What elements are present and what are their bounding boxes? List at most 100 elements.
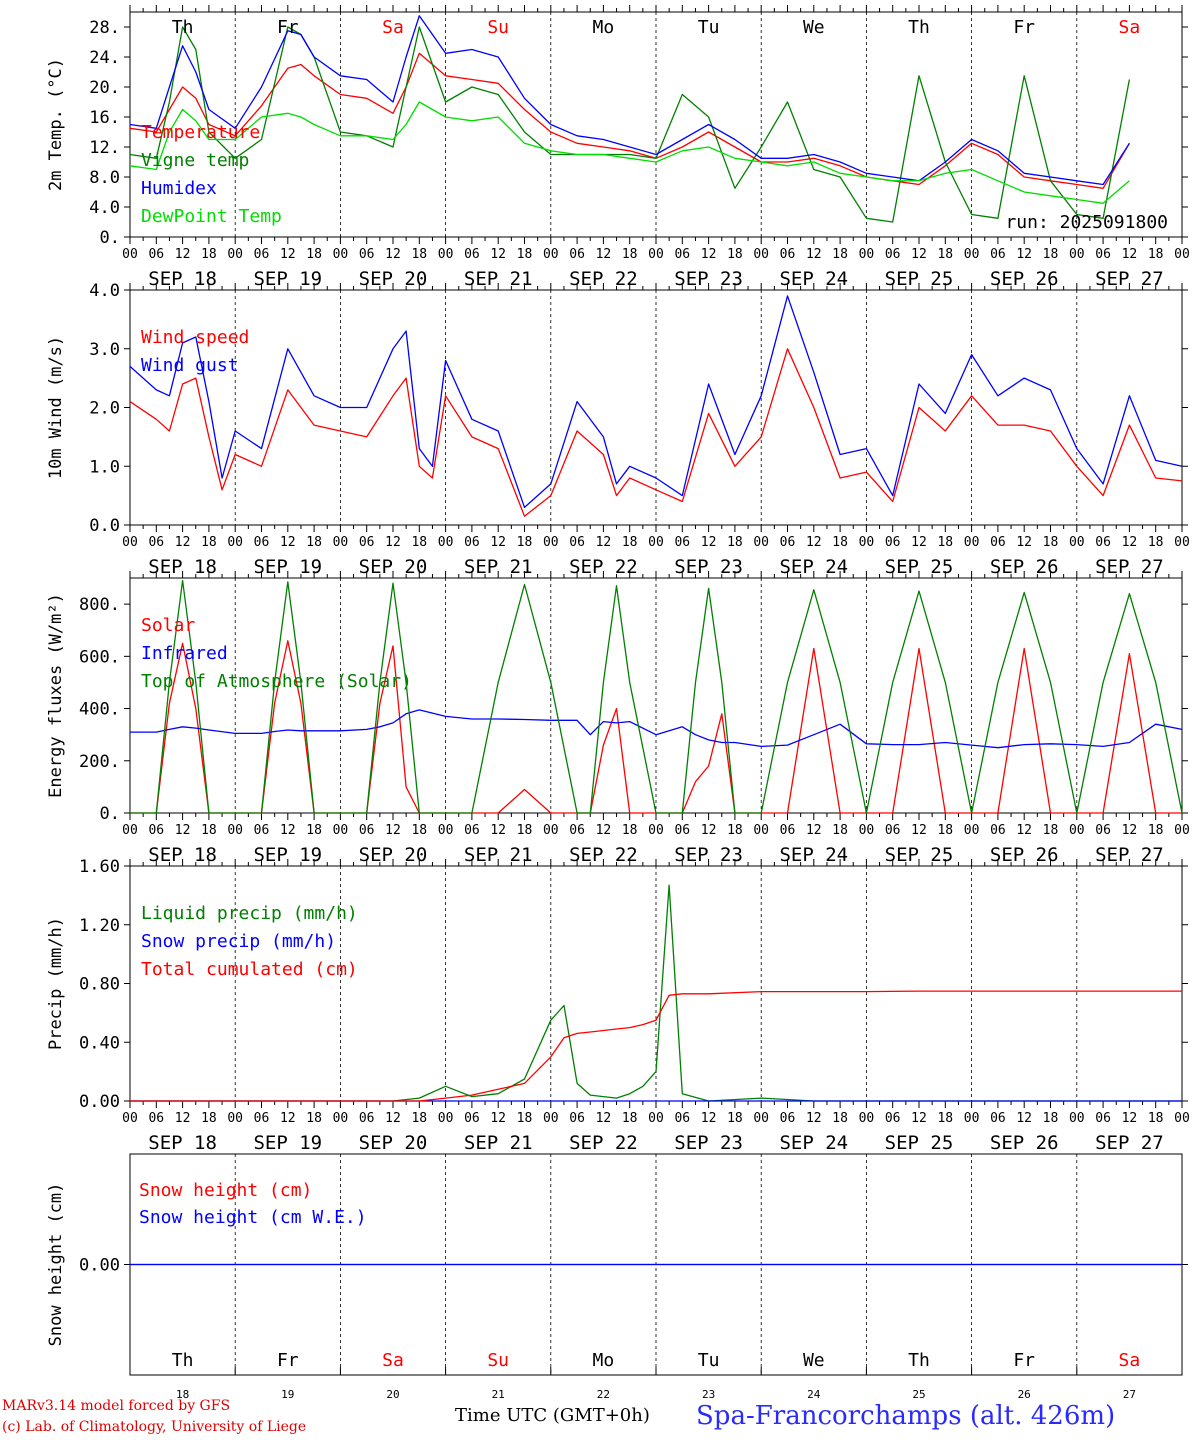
day-number-label: 23: [702, 1388, 715, 1401]
legend-entry: Wind gust: [141, 355, 239, 376]
date-label: SEP 19: [253, 556, 322, 578]
weekday-label: Fr: [277, 1350, 299, 1371]
panel-4: [124, 859, 1188, 1108]
hour-tick-label: 12: [596, 247, 612, 262]
hour-tick-label: 06: [885, 1111, 901, 1126]
date-label: SEP 25: [885, 844, 954, 866]
weekday-label: Sa: [1119, 17, 1141, 38]
hour-tick-label: 12: [1122, 247, 1138, 262]
day-number-label: 18: [176, 1388, 189, 1401]
hour-tick-label: 12: [280, 247, 296, 262]
y-tick-label: 0.: [100, 804, 120, 824]
date-label: SEP 21: [464, 844, 533, 866]
hour-tick-label: 18: [622, 247, 638, 262]
hour-tick-label: 12: [490, 1111, 506, 1126]
date-label: SEP 26: [990, 556, 1059, 578]
hour-tick-label: 00: [543, 535, 559, 550]
hour-tick-label: 12: [701, 247, 717, 262]
hour-tick-label: 12: [1016, 535, 1032, 550]
hour-tick-label: 18: [517, 823, 533, 838]
hour-tick-label: 12: [911, 247, 927, 262]
legend-entry: Snow height (cm W.E.): [139, 1207, 367, 1228]
panel-5: [124, 1153, 1188, 1376]
hour-tick-label: 00: [438, 823, 454, 838]
date-label: SEP 27: [1095, 556, 1164, 578]
series-line-temperature: [129, 52, 1130, 189]
hour-tick-label: 00: [438, 1111, 454, 1126]
date-label: SEP 23: [674, 268, 743, 290]
weekday-label: Th: [908, 1350, 930, 1371]
hour-tick-label: 12: [1016, 1111, 1032, 1126]
hour-tick-label: 06: [674, 1111, 690, 1126]
hour-tick-label: 18: [411, 823, 427, 838]
hour-tick-label: 12: [806, 1111, 822, 1126]
hour-tick-label: 18: [1043, 823, 1059, 838]
hour-tick-label: 06: [1095, 1111, 1111, 1126]
hour-tick-label: 12: [911, 1111, 927, 1126]
hour-tick-label: 06: [359, 535, 375, 550]
legend-entry: Liquid precip (mm/h): [141, 903, 358, 924]
weekday-label: Th: [908, 17, 930, 38]
date-label: SEP 19: [253, 844, 322, 866]
weekday-label: Th: [172, 1350, 194, 1371]
hour-tick-label: 00: [648, 535, 664, 550]
hour-tick-label: 06: [780, 247, 796, 262]
hour-tick-label: 00: [333, 247, 349, 262]
hour-tick-label: 18: [411, 535, 427, 550]
hour-tick-label: 18: [832, 1111, 848, 1126]
y-tick-label: 8.0: [89, 168, 120, 188]
day-number-label: 26: [1018, 1388, 1031, 1401]
hour-tick-label: 06: [1095, 247, 1111, 262]
date-label: SEP 18: [148, 556, 217, 578]
weekday-label: Sa: [1119, 1350, 1141, 1371]
hour-tick-label: 12: [490, 535, 506, 550]
hour-tick-label: 06: [148, 1111, 164, 1126]
date-label: SEP 23: [674, 1132, 743, 1154]
y-tick-label: 2.0: [89, 399, 120, 419]
hour-tick-label: 12: [280, 535, 296, 550]
hour-tick-label: 12: [175, 535, 191, 550]
weekday-label: Su: [487, 1350, 509, 1371]
series-line-solar: [130, 640, 1182, 814]
date-label: SEP 20: [359, 844, 428, 866]
hour-tick-label: 18: [306, 535, 322, 550]
hour-tick-label: 00: [964, 247, 980, 262]
hour-tick-label: 00: [859, 535, 875, 550]
y-axis-label: Energy fluxes (W/m²): [46, 593, 66, 798]
hour-tick-label: 00: [333, 1111, 349, 1126]
hour-tick-label: 00: [333, 823, 349, 838]
hour-tick-label: 00: [1069, 823, 1085, 838]
hour-tick-label: 06: [885, 823, 901, 838]
hour-tick-label: 18: [517, 1111, 533, 1126]
hour-tick-label: 00: [438, 535, 454, 550]
hour-tick-label: 00: [648, 823, 664, 838]
hour-tick-label: 06: [569, 1111, 585, 1126]
weekday-label: Su: [487, 17, 509, 38]
hour-tick-label: 12: [806, 823, 822, 838]
hour-tick-label: 00: [1069, 1111, 1085, 1126]
hour-tick-label: 00: [964, 535, 980, 550]
hour-tick-label: 12: [175, 1111, 191, 1126]
hour-tick-label: 12: [385, 1111, 401, 1126]
hour-tick-label: 18: [832, 823, 848, 838]
panel-1: [124, 5, 1188, 244]
y-tick-label: 0.: [100, 228, 120, 248]
hour-tick-label: 06: [674, 247, 690, 262]
date-label: SEP 24: [779, 556, 848, 578]
day-number-label: 24: [807, 1388, 821, 1401]
hour-tick-label: 06: [990, 823, 1006, 838]
hour-tick-label: 00: [753, 535, 769, 550]
hour-tick-label: 18: [622, 1111, 638, 1126]
series-line-infrared: [130, 709, 1183, 749]
hour-tick-label: 12: [806, 247, 822, 262]
panel-2: [124, 283, 1188, 532]
date-label: SEP 18: [148, 1132, 217, 1154]
series-line-humidex: [129, 15, 1130, 186]
y-tick-label: 16.: [89, 108, 120, 128]
hour-tick-label: 18: [306, 823, 322, 838]
hour-tick-label: 06: [254, 823, 270, 838]
hour-tick-label: 18: [306, 247, 322, 262]
hour-tick-label: 06: [674, 535, 690, 550]
legend-entry: Solar: [141, 615, 195, 636]
hour-tick-label: 18: [727, 535, 743, 550]
